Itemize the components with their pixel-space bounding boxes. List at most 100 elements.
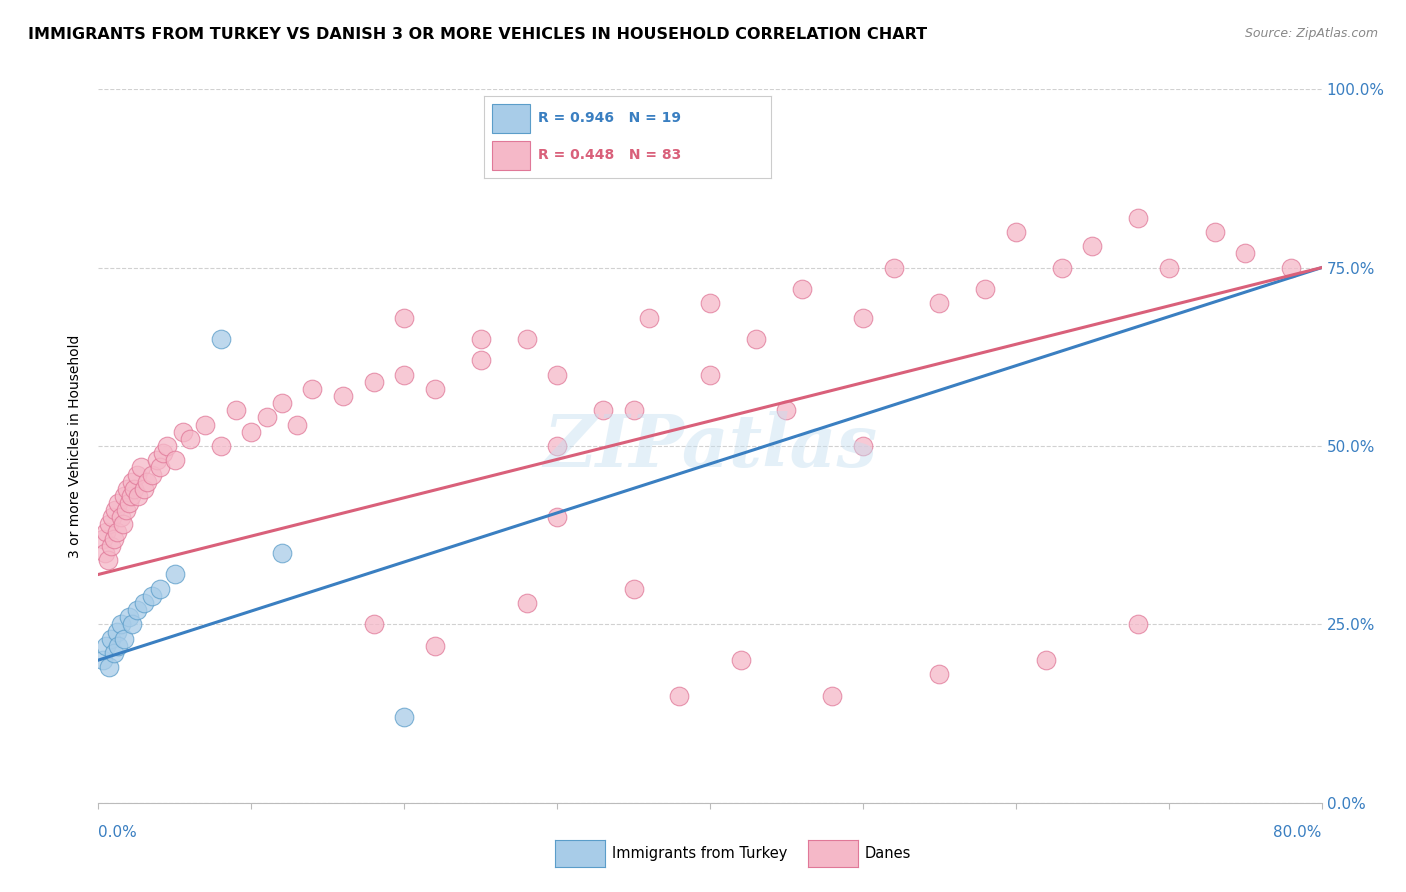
- Point: [852, 439, 875, 453]
- Point: [145, 453, 167, 467]
- Point: [699, 296, 721, 310]
- Text: 80.0%: 80.0%: [1274, 825, 1322, 840]
- Point: [1279, 260, 1302, 275]
- Point: [103, 646, 125, 660]
- Point: [730, 653, 752, 667]
- Point: [194, 417, 217, 432]
- Point: [1157, 260, 1180, 275]
- Text: ZIPatlas: ZIPatlas: [543, 410, 877, 482]
- Point: [127, 489, 149, 503]
- Point: [134, 596, 156, 610]
- Point: [105, 624, 128, 639]
- Point: [118, 610, 141, 624]
- Point: [1004, 225, 1026, 239]
- Point: [285, 417, 308, 432]
- Point: [516, 596, 538, 610]
- Point: [1234, 246, 1257, 260]
- Point: [136, 475, 159, 489]
- Point: [100, 632, 122, 646]
- Point: [546, 510, 568, 524]
- Point: [423, 382, 446, 396]
- Point: [392, 368, 416, 382]
- Point: [790, 282, 813, 296]
- Point: [111, 517, 134, 532]
- Point: [152, 446, 174, 460]
- Point: [97, 553, 120, 567]
- Point: [623, 582, 645, 596]
- Point: [1128, 617, 1150, 632]
- Point: [98, 517, 121, 532]
- Point: [928, 296, 950, 310]
- Point: [1128, 211, 1150, 225]
- Point: [470, 332, 492, 346]
- Point: [546, 368, 568, 382]
- Text: Source: ZipAtlas.com: Source: ZipAtlas.com: [1244, 27, 1378, 40]
- Point: [107, 639, 129, 653]
- Point: [103, 532, 125, 546]
- Point: [392, 710, 416, 724]
- Point: [91, 653, 114, 667]
- Point: [125, 467, 148, 482]
- Point: [94, 524, 117, 539]
- Point: [156, 439, 179, 453]
- Point: [1050, 260, 1073, 275]
- Point: [546, 439, 568, 453]
- Point: [883, 260, 905, 275]
- Point: [363, 617, 385, 632]
- Point: [775, 403, 797, 417]
- Point: [91, 532, 114, 546]
- Point: [134, 482, 156, 496]
- Point: [928, 667, 950, 681]
- Point: [363, 375, 385, 389]
- Point: [270, 546, 294, 560]
- Point: [745, 332, 768, 346]
- Point: [668, 689, 690, 703]
- Point: [179, 432, 201, 446]
- Point: [122, 482, 145, 496]
- Point: [163, 453, 186, 467]
- Point: [115, 503, 138, 517]
- Point: [256, 410, 278, 425]
- Point: [638, 310, 661, 325]
- Point: [112, 489, 135, 503]
- Point: [93, 546, 115, 560]
- Y-axis label: 3 or more Vehicles in Household: 3 or more Vehicles in Household: [69, 334, 83, 558]
- Text: Immigrants from Turkey: Immigrants from Turkey: [612, 847, 787, 861]
- Text: 0.0%: 0.0%: [98, 825, 138, 840]
- Point: [240, 425, 263, 439]
- Point: [118, 496, 141, 510]
- Point: [149, 582, 172, 596]
- Point: [149, 460, 172, 475]
- Point: [110, 617, 132, 632]
- Text: Danes: Danes: [865, 847, 911, 861]
- Point: [1204, 225, 1226, 239]
- Point: [101, 510, 124, 524]
- Point: [141, 467, 163, 482]
- Point: [301, 382, 323, 396]
- Point: [107, 496, 129, 510]
- Point: [112, 632, 135, 646]
- Point: [270, 396, 294, 410]
- Point: [225, 403, 247, 417]
- Point: [141, 589, 163, 603]
- Point: [120, 489, 142, 503]
- Point: [125, 603, 148, 617]
- Point: [821, 689, 844, 703]
- Point: [172, 425, 194, 439]
- Point: [392, 310, 416, 325]
- Point: [104, 503, 127, 517]
- Point: [94, 639, 117, 653]
- Point: [1081, 239, 1104, 253]
- Point: [117, 482, 139, 496]
- Point: [121, 475, 143, 489]
- Text: IMMIGRANTS FROM TURKEY VS DANISH 3 OR MORE VEHICLES IN HOUSEHOLD CORRELATION CHA: IMMIGRANTS FROM TURKEY VS DANISH 3 OR MO…: [28, 27, 927, 42]
- Point: [623, 403, 645, 417]
- Point: [98, 660, 121, 674]
- Point: [974, 282, 997, 296]
- Point: [470, 353, 492, 368]
- Point: [423, 639, 446, 653]
- Point: [332, 389, 354, 403]
- Point: [110, 510, 132, 524]
- Point: [1035, 653, 1057, 667]
- Point: [100, 539, 122, 553]
